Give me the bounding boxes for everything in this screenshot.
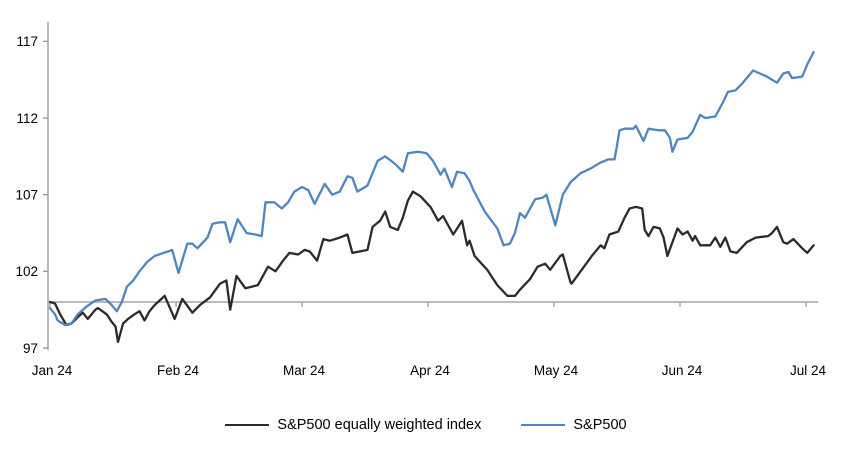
y-tick-label: 102 [15, 264, 38, 279]
legend-label-sp500: S&P500 [573, 417, 627, 433]
y-tick-label: 107 [15, 187, 38, 202]
x-tick-label: Apr 24 [410, 363, 450, 378]
y-tick-label: 112 [16, 111, 38, 126]
x-tick-label: Jun 24 [662, 363, 703, 378]
chart-canvas: 97 102 107 112 117 Jan 24 Feb 24 Mar 24 Apr 24 M… [15, 22, 827, 378]
legend-item-equal-weight: S&P500 equally weighted index [225, 417, 481, 433]
x-axis: Jan 24 Feb 24 Mar 24 Apr 24 May 24 Jun 24 Jul … [32, 301, 827, 378]
x-tick-label: Jul 24 [790, 363, 827, 378]
x-tick-label: Mar 24 [283, 363, 326, 378]
y-tick-label: 117 [16, 34, 38, 49]
x-tick-label: Jan 24 [32, 363, 73, 378]
legend: S&P500 equally weighted index S&P500 [0, 412, 852, 438]
x-tick-label: Feb 24 [157, 363, 200, 378]
legend-item-sp500: S&P500 [521, 417, 627, 433]
series-line-sp500 [48, 50, 815, 327]
series-line-equal-weight [48, 190, 815, 344]
y-tick-label: 97 [23, 341, 38, 356]
legend-line-sample-sp500 [521, 424, 566, 426]
series-lines [48, 50, 815, 344]
legend-label-equal-weight: S&P500 equally weighted index [277, 417, 482, 433]
legend-line-sample-equal-weight [225, 424, 270, 426]
y-axis: 97 102 107 112 117 [15, 22, 49, 356]
x-tick-label: May 24 [534, 363, 579, 378]
